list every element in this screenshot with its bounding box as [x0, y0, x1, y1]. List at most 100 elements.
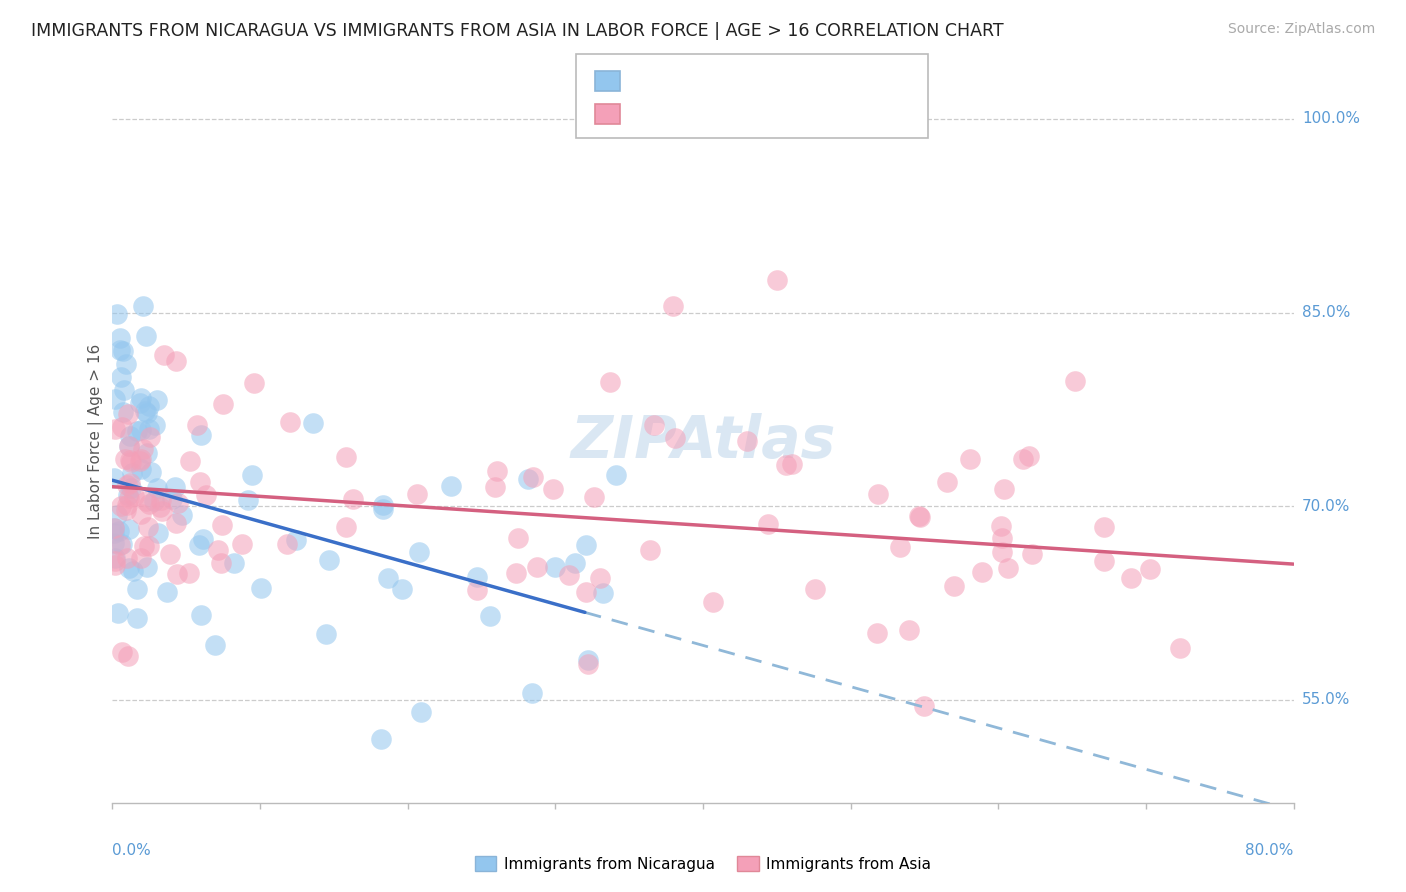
Point	[211, 517, 233, 532]
Point	[190, 608, 212, 623]
Point	[129, 423, 152, 437]
Text: N=: N=	[738, 70, 769, 88]
Point	[122, 489, 145, 503]
Point	[186, 418, 208, 433]
Point	[103, 554, 125, 568]
Text: -0.256: -0.256	[661, 70, 720, 88]
Point	[129, 451, 152, 466]
Point	[238, 493, 260, 508]
Point	[108, 331, 131, 345]
Point	[114, 357, 136, 371]
Point	[780, 457, 803, 471]
Text: 80.0%: 80.0%	[1246, 843, 1294, 857]
Point	[172, 508, 194, 522]
Point	[111, 419, 134, 434]
Point	[240, 467, 263, 482]
Point	[990, 545, 1012, 559]
Point	[179, 453, 201, 467]
Point	[103, 525, 125, 540]
Point	[406, 487, 429, 501]
Point	[136, 406, 159, 420]
Point	[583, 490, 606, 504]
Point	[243, 376, 266, 391]
Point	[318, 553, 340, 567]
Point	[118, 439, 141, 453]
Point	[166, 567, 188, 582]
Point	[110, 343, 132, 357]
Point	[231, 537, 253, 551]
Text: R =: R =	[628, 103, 665, 121]
Point	[212, 397, 235, 411]
Point	[118, 561, 141, 575]
Point	[190, 428, 212, 442]
Point	[117, 488, 139, 502]
Point	[114, 503, 136, 517]
Point	[131, 299, 153, 313]
Point	[125, 611, 148, 625]
Point	[408, 544, 430, 558]
Point	[145, 392, 167, 407]
Point	[134, 404, 156, 418]
Point	[222, 556, 245, 570]
Point	[465, 582, 488, 597]
Point	[129, 391, 152, 405]
Point	[129, 462, 152, 476]
Point	[138, 539, 160, 553]
Point	[105, 508, 128, 523]
Point	[544, 559, 567, 574]
Point	[592, 586, 614, 600]
Point	[194, 488, 217, 502]
Point	[162, 491, 184, 506]
Point	[103, 536, 125, 550]
Point	[478, 609, 501, 624]
Point	[599, 375, 621, 389]
Point	[520, 686, 543, 700]
Point	[104, 392, 127, 406]
Point	[898, 623, 921, 637]
Point	[866, 487, 889, 501]
Text: IMMIGRANTS FROM NICARAGUA VS IMMIGRANTS FROM ASIA IN LABOR FORCE | AGE > 16 CORR: IMMIGRANTS FROM NICARAGUA VS IMMIGRANTS …	[31, 22, 1004, 40]
Point	[118, 491, 141, 505]
Point	[486, 464, 509, 478]
Point	[120, 455, 142, 469]
Point	[766, 273, 789, 287]
Point	[132, 539, 155, 553]
Point	[104, 551, 127, 566]
Point	[104, 422, 127, 436]
Point	[135, 494, 157, 508]
Point	[342, 491, 364, 506]
Y-axis label: In Labor Force | Age > 16: In Labor Force | Age > 16	[87, 344, 104, 539]
Text: Source: ZipAtlas.com: Source: ZipAtlas.com	[1227, 22, 1375, 37]
Point	[165, 354, 187, 368]
Point	[278, 415, 301, 429]
Point	[150, 493, 173, 508]
Point	[145, 481, 167, 495]
Point	[505, 566, 527, 581]
Point	[936, 475, 959, 489]
Point	[107, 306, 129, 320]
Point	[135, 446, 157, 460]
Point	[120, 429, 142, 443]
Text: R =: R =	[628, 70, 665, 88]
Point	[959, 451, 981, 466]
Point	[204, 639, 226, 653]
Point	[120, 453, 142, 467]
Point	[541, 483, 564, 497]
Text: 70.0%: 70.0%	[1302, 499, 1350, 514]
Point	[664, 431, 686, 445]
Point	[118, 475, 141, 490]
Point	[250, 582, 273, 596]
Point	[302, 417, 325, 431]
Point	[335, 450, 357, 464]
Point	[165, 516, 187, 530]
Point	[465, 570, 488, 584]
Point	[373, 498, 395, 512]
Point	[163, 480, 186, 494]
Point	[111, 404, 134, 418]
Text: ZIPAtlas: ZIPAtlas	[571, 413, 835, 470]
Point	[146, 525, 169, 540]
Point	[1021, 547, 1043, 561]
Point	[117, 498, 139, 512]
Point	[108, 524, 131, 539]
Point	[576, 653, 599, 667]
